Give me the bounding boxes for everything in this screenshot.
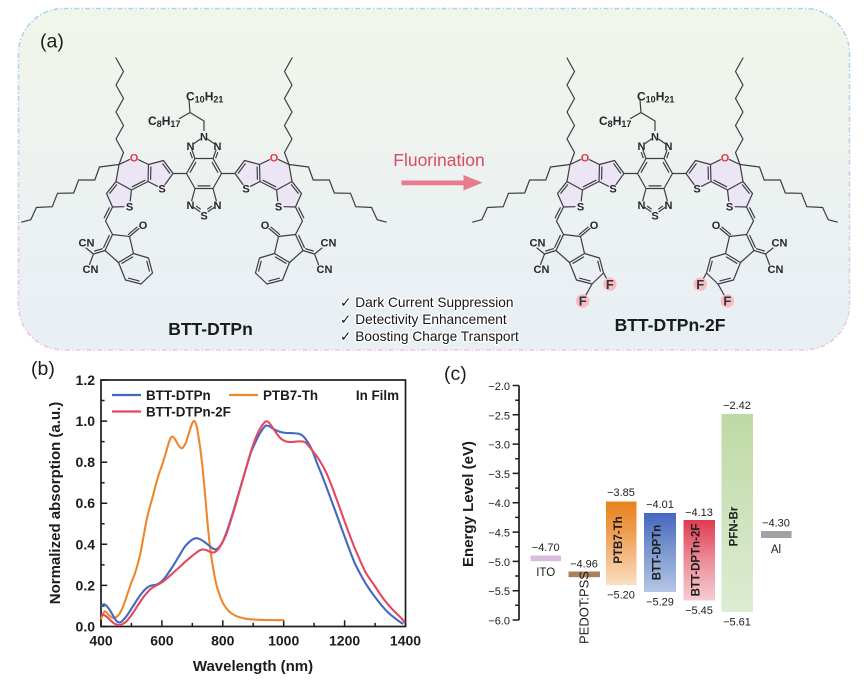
svg-text:PTB7-Th: PTB7-Th bbox=[263, 388, 318, 403]
svg-text:0.8: 0.8 bbox=[76, 454, 96, 470]
svg-text:−4.30: −4.30 bbox=[762, 518, 790, 530]
svg-text:N: N bbox=[651, 131, 659, 143]
svg-text:−3.0: −3.0 bbox=[488, 440, 510, 452]
svg-text:CN: CN bbox=[79, 237, 95, 249]
svg-text:−5.45: −5.45 bbox=[685, 605, 713, 617]
svg-text:−4.13: −4.13 bbox=[685, 507, 713, 519]
svg-text:−5.5: −5.5 bbox=[488, 586, 510, 598]
svg-text:−5.29: −5.29 bbox=[646, 597, 674, 609]
svg-text:O: O bbox=[712, 220, 721, 232]
svg-text:1.0: 1.0 bbox=[76, 413, 96, 429]
svg-text:−2.0: −2.0 bbox=[488, 381, 510, 393]
svg-text:N: N bbox=[638, 200, 646, 212]
svg-text:800: 800 bbox=[211, 633, 235, 649]
svg-text:N: N bbox=[187, 141, 195, 153]
svg-text:(a): (a) bbox=[40, 31, 64, 53]
svg-text:1000: 1000 bbox=[268, 633, 299, 649]
svg-text:O: O bbox=[581, 152, 590, 164]
svg-text:PTB7-Th: PTB7-Th bbox=[613, 516, 625, 563]
svg-text:−4.5: −4.5 bbox=[488, 528, 510, 540]
svg-text:PFN-Br: PFN-Br bbox=[729, 506, 741, 546]
svg-text:S: S bbox=[126, 201, 133, 213]
svg-text:(c): (c) bbox=[444, 363, 467, 385]
svg-text:N: N bbox=[187, 200, 195, 212]
svg-text:Fluorination: Fluorination bbox=[393, 150, 484, 170]
svg-text:In Film: In Film bbox=[356, 388, 399, 403]
svg-text:CN: CN bbox=[530, 237, 546, 249]
svg-text:S: S bbox=[200, 210, 207, 222]
svg-text:O: O bbox=[130, 152, 139, 164]
svg-text:S: S bbox=[609, 183, 616, 195]
svg-text:✓ Dark Current Suppression: ✓ Dark Current Suppression bbox=[340, 295, 514, 310]
svg-text:−3.85: −3.85 bbox=[607, 487, 635, 499]
svg-text:CN: CN bbox=[768, 264, 784, 276]
svg-text:1.2: 1.2 bbox=[76, 372, 96, 388]
svg-text:S: S bbox=[726, 201, 733, 213]
svg-text:Normalized absorption (a.u.): Normalized absorption (a.u.) bbox=[47, 402, 64, 605]
svg-text:−5.20: −5.20 bbox=[607, 590, 635, 602]
svg-text:O: O bbox=[261, 220, 270, 232]
svg-text:−6.0: −6.0 bbox=[488, 616, 510, 628]
svg-text:S: S bbox=[275, 201, 282, 213]
svg-text:F: F bbox=[723, 294, 731, 309]
svg-text:−2.42: −2.42 bbox=[723, 400, 751, 412]
svg-text:O: O bbox=[721, 152, 730, 164]
svg-text:N: N bbox=[638, 141, 646, 153]
svg-text:N: N bbox=[200, 131, 208, 143]
svg-text:S: S bbox=[577, 201, 584, 213]
svg-text:N: N bbox=[665, 200, 673, 212]
svg-text:S: S bbox=[651, 210, 658, 222]
svg-text:✓ Detectivity Enhancement: ✓ Detectivity Enhancement bbox=[340, 312, 507, 327]
svg-text:O: O bbox=[270, 152, 279, 164]
svg-text:CN: CN bbox=[83, 264, 99, 276]
svg-text:PEDOT:PSS: PEDOT:PSS bbox=[577, 571, 592, 644]
svg-text:BTT-DTPn-2F: BTT-DTPn-2F bbox=[146, 405, 231, 420]
svg-text:CN: CN bbox=[321, 237, 337, 249]
svg-text:Energy Level (eV): Energy Level (eV) bbox=[460, 441, 477, 567]
svg-text:0.0: 0.0 bbox=[76, 619, 96, 635]
svg-text:BTT-DPTn: BTT-DPTn bbox=[652, 525, 664, 581]
svg-text:−4.01: −4.01 bbox=[646, 499, 674, 511]
svg-text:✓ Boosting Charge Transport: ✓ Boosting Charge Transport bbox=[340, 329, 519, 344]
svg-text:BTT-DTPn: BTT-DTPn bbox=[146, 388, 211, 403]
svg-text:S: S bbox=[242, 183, 249, 195]
svg-text:−3.5: −3.5 bbox=[488, 469, 510, 481]
svg-text:−5.0: −5.0 bbox=[488, 557, 510, 569]
svg-text:−5.61: −5.61 bbox=[723, 617, 751, 629]
svg-text:−4.96: −4.96 bbox=[570, 559, 598, 571]
svg-text:Al: Al bbox=[771, 544, 781, 556]
svg-text:S: S bbox=[158, 183, 165, 195]
svg-text:1400: 1400 bbox=[390, 633, 421, 649]
svg-text:0.2: 0.2 bbox=[76, 577, 96, 593]
svg-text:F: F bbox=[579, 294, 587, 309]
svg-text:600: 600 bbox=[150, 633, 174, 649]
svg-text:−4.0: −4.0 bbox=[488, 498, 510, 510]
svg-text:F: F bbox=[606, 277, 614, 292]
svg-text:CN: CN bbox=[534, 264, 550, 276]
svg-text:S: S bbox=[693, 183, 700, 195]
svg-text:N: N bbox=[214, 141, 222, 153]
svg-text:0.6: 0.6 bbox=[76, 495, 96, 511]
svg-text:BTT-DPTn-2F: BTT-DPTn-2F bbox=[691, 524, 703, 597]
svg-text:BTT-DTPn-2F: BTT-DTPn-2F bbox=[615, 315, 726, 335]
svg-text:F: F bbox=[696, 277, 704, 292]
svg-text:BTT-DTPn: BTT-DTPn bbox=[168, 319, 253, 339]
svg-text:0.4: 0.4 bbox=[76, 536, 96, 552]
svg-text:O: O bbox=[139, 220, 148, 232]
svg-text:−4.70: −4.70 bbox=[532, 542, 560, 554]
svg-text:ITO: ITO bbox=[536, 567, 555, 579]
svg-text:N: N bbox=[214, 200, 222, 212]
svg-text:Wavelength (nm): Wavelength (nm) bbox=[193, 658, 313, 675]
svg-text:−2.5: −2.5 bbox=[488, 410, 510, 422]
svg-text:CN: CN bbox=[772, 237, 788, 249]
svg-text:400: 400 bbox=[89, 633, 113, 649]
svg-text:N: N bbox=[665, 141, 673, 153]
svg-text:(b): (b) bbox=[31, 358, 55, 380]
svg-text:CN: CN bbox=[317, 264, 333, 276]
svg-text:O: O bbox=[590, 220, 599, 232]
svg-text:1200: 1200 bbox=[329, 633, 360, 649]
